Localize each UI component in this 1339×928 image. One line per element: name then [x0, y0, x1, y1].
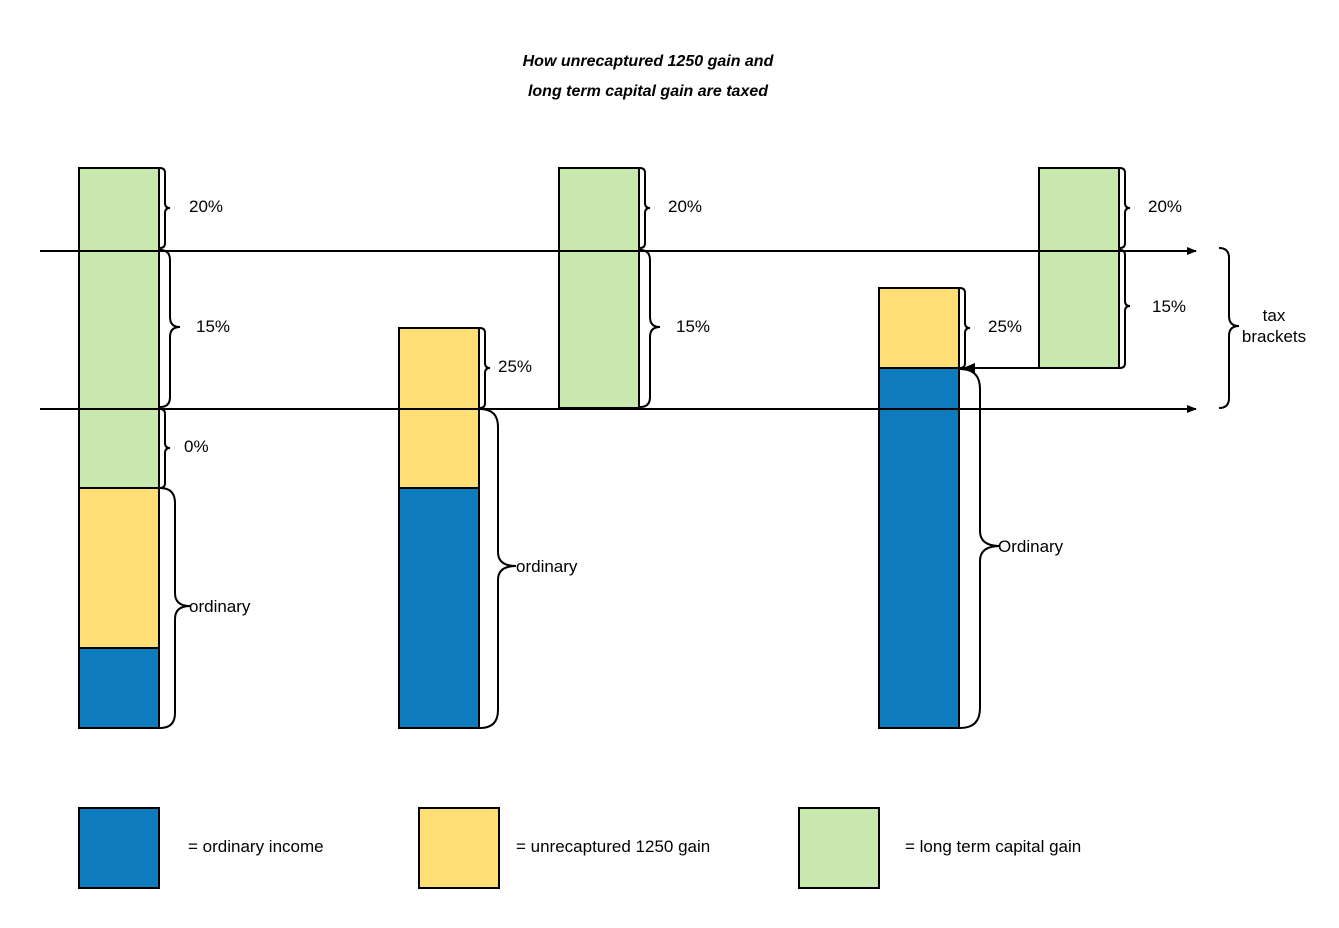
legend-unrecaptured-1250-label: = unrecaptured 1250 gain	[516, 837, 710, 856]
column-2-rate-25-label: 25%	[498, 357, 532, 376]
column-2-brace-20	[639, 167, 651, 249]
tax-brackets-label-line2: brackets	[1242, 327, 1306, 346]
legend-swatch-ordinary-income	[78, 807, 160, 889]
column-1-ordinary-income-segment	[78, 647, 160, 729]
column-3-unrecaptured-1250-segment	[878, 287, 960, 369]
column-1-brace-15	[159, 249, 181, 408]
column-1-brace-20	[159, 167, 171, 249]
column-2-rate-15-label: 15%	[676, 317, 710, 336]
column-3-brace-20	[1119, 167, 1131, 249]
column-1-brace-0	[159, 408, 171, 489]
legend-ordinary-income-label: = ordinary income	[188, 837, 324, 856]
column-2-rate-20-label: 20%	[668, 197, 702, 216]
legend-swatch-capital-gain	[798, 807, 880, 889]
column-1-capital-gain-segment	[78, 167, 160, 489]
column-3-ordinary-income-segment	[878, 367, 960, 729]
column-3-capital-gain-segment	[1038, 167, 1120, 369]
column-2-brace-25	[479, 327, 491, 409]
column-3: 25% Ordinary 20% 15%	[878, 167, 1186, 729]
column-1: 20% 15% 0% ordinary	[78, 167, 251, 729]
diagram-title-line2: long term capital gain are taxed	[528, 83, 769, 100]
column-3-brace-15	[1119, 249, 1131, 369]
column-2-ordinary-label: ordinary	[516, 557, 578, 576]
column-1-brace-ordinary	[159, 487, 191, 729]
column-3-ordinary-label: Ordinary	[998, 537, 1064, 556]
column-2-brace-ordinary	[479, 408, 517, 729]
column-3-rate-15-label: 15%	[1152, 297, 1186, 316]
tax-brackets-label-line1: tax	[1263, 306, 1286, 325]
column-1-ordinary-label: ordinary	[189, 597, 251, 616]
diagram-title-line1: How unrecaptured 1250 gain and	[523, 53, 775, 70]
column-3-rate-25-label: 25%	[988, 317, 1022, 336]
column-3-rate-20-label: 20%	[1148, 197, 1182, 216]
legend-capital-gain-label: = long term capital gain	[905, 837, 1081, 856]
column-2-brace-15	[639, 249, 661, 408]
column-1-rate-0-label: 0%	[184, 437, 209, 456]
tax-brackets-brace	[1218, 247, 1240, 409]
column-3-brace-ordinary	[959, 368, 1001, 729]
legend-swatch-unrecaptured-1250	[418, 807, 500, 889]
column-2-capital-gain-segment	[558, 167, 640, 409]
column-1-rate-15-label: 15%	[196, 317, 230, 336]
legend: = ordinary income = unrecaptured 1250 ga…	[78, 807, 1081, 889]
column-1-rate-20-label: 20%	[189, 197, 223, 216]
column-3-brace-25	[959, 287, 971, 369]
column-1-unrecaptured-1250-segment	[78, 487, 160, 649]
column-2-ordinary-income-segment	[398, 487, 480, 729]
